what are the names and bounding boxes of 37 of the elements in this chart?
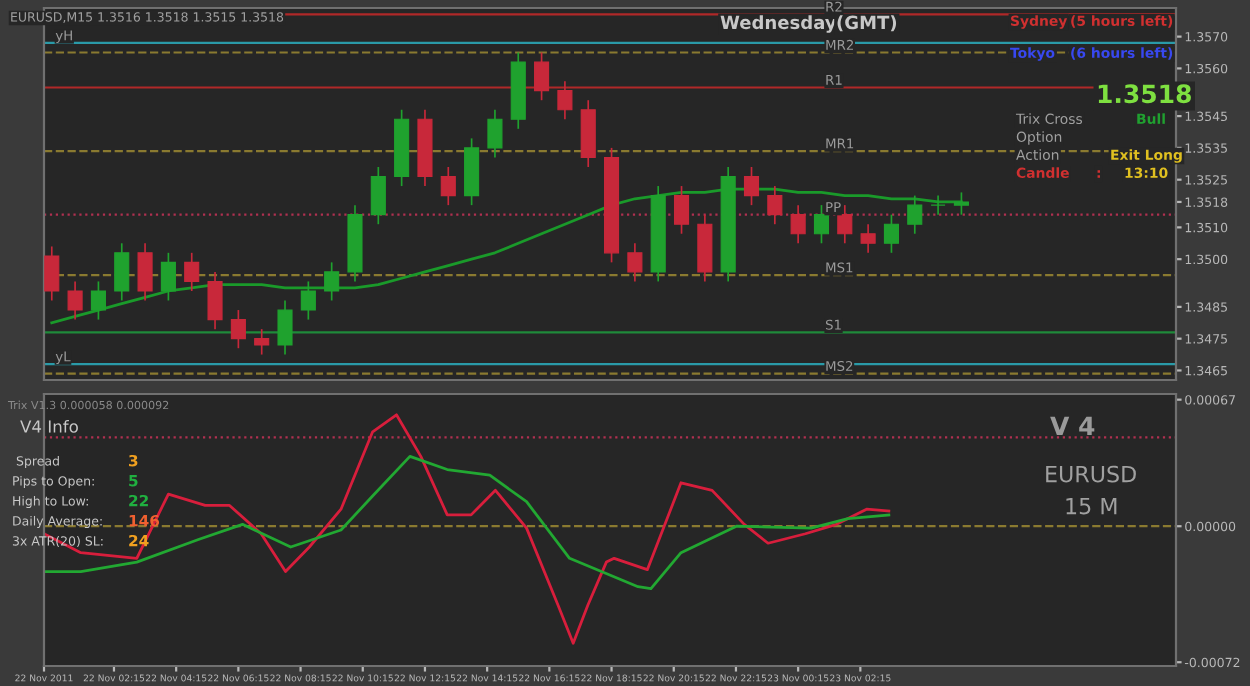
candlestick (324, 261, 340, 302)
candlestick (883, 213, 899, 254)
candlestick (930, 194, 946, 216)
annotation: V4 Info (20, 419, 78, 433)
annotation: V 4 (1050, 416, 1095, 435)
candlestick (837, 204, 853, 245)
candlestick (767, 185, 783, 226)
candlestick (464, 137, 480, 206)
candlestick (673, 185, 690, 235)
annotation: 15 M (1066, 497, 1117, 515)
candlestick (230, 309, 246, 350)
candlestick (697, 213, 713, 283)
candlestick (254, 328, 270, 356)
candlestick (277, 299, 293, 356)
candlestick (370, 166, 386, 226)
candlestick (907, 194, 923, 235)
candlestick (580, 99, 596, 168)
candlestick (487, 108, 503, 159)
candlestick (44, 245, 60, 302)
candlestick (813, 204, 830, 245)
annotation: EURUSD (1046, 465, 1136, 483)
annotation: (GMT) (837, 15, 897, 32)
candlestick (114, 242, 130, 302)
candlestick (160, 251, 176, 302)
candlestick (860, 223, 876, 254)
candlestick (534, 51, 550, 102)
candlestick (440, 166, 456, 206)
candlestick (137, 242, 153, 302)
candlestick (67, 280, 83, 321)
annotation: Wednesday (720, 15, 837, 33)
annotation: 1.3518 (1098, 84, 1191, 104)
candlestick (184, 251, 200, 292)
candlestick (627, 242, 643, 283)
candlestick (557, 80, 573, 121)
candlestick (743, 166, 760, 206)
candlestick (790, 204, 806, 245)
candlestick (207, 271, 223, 330)
